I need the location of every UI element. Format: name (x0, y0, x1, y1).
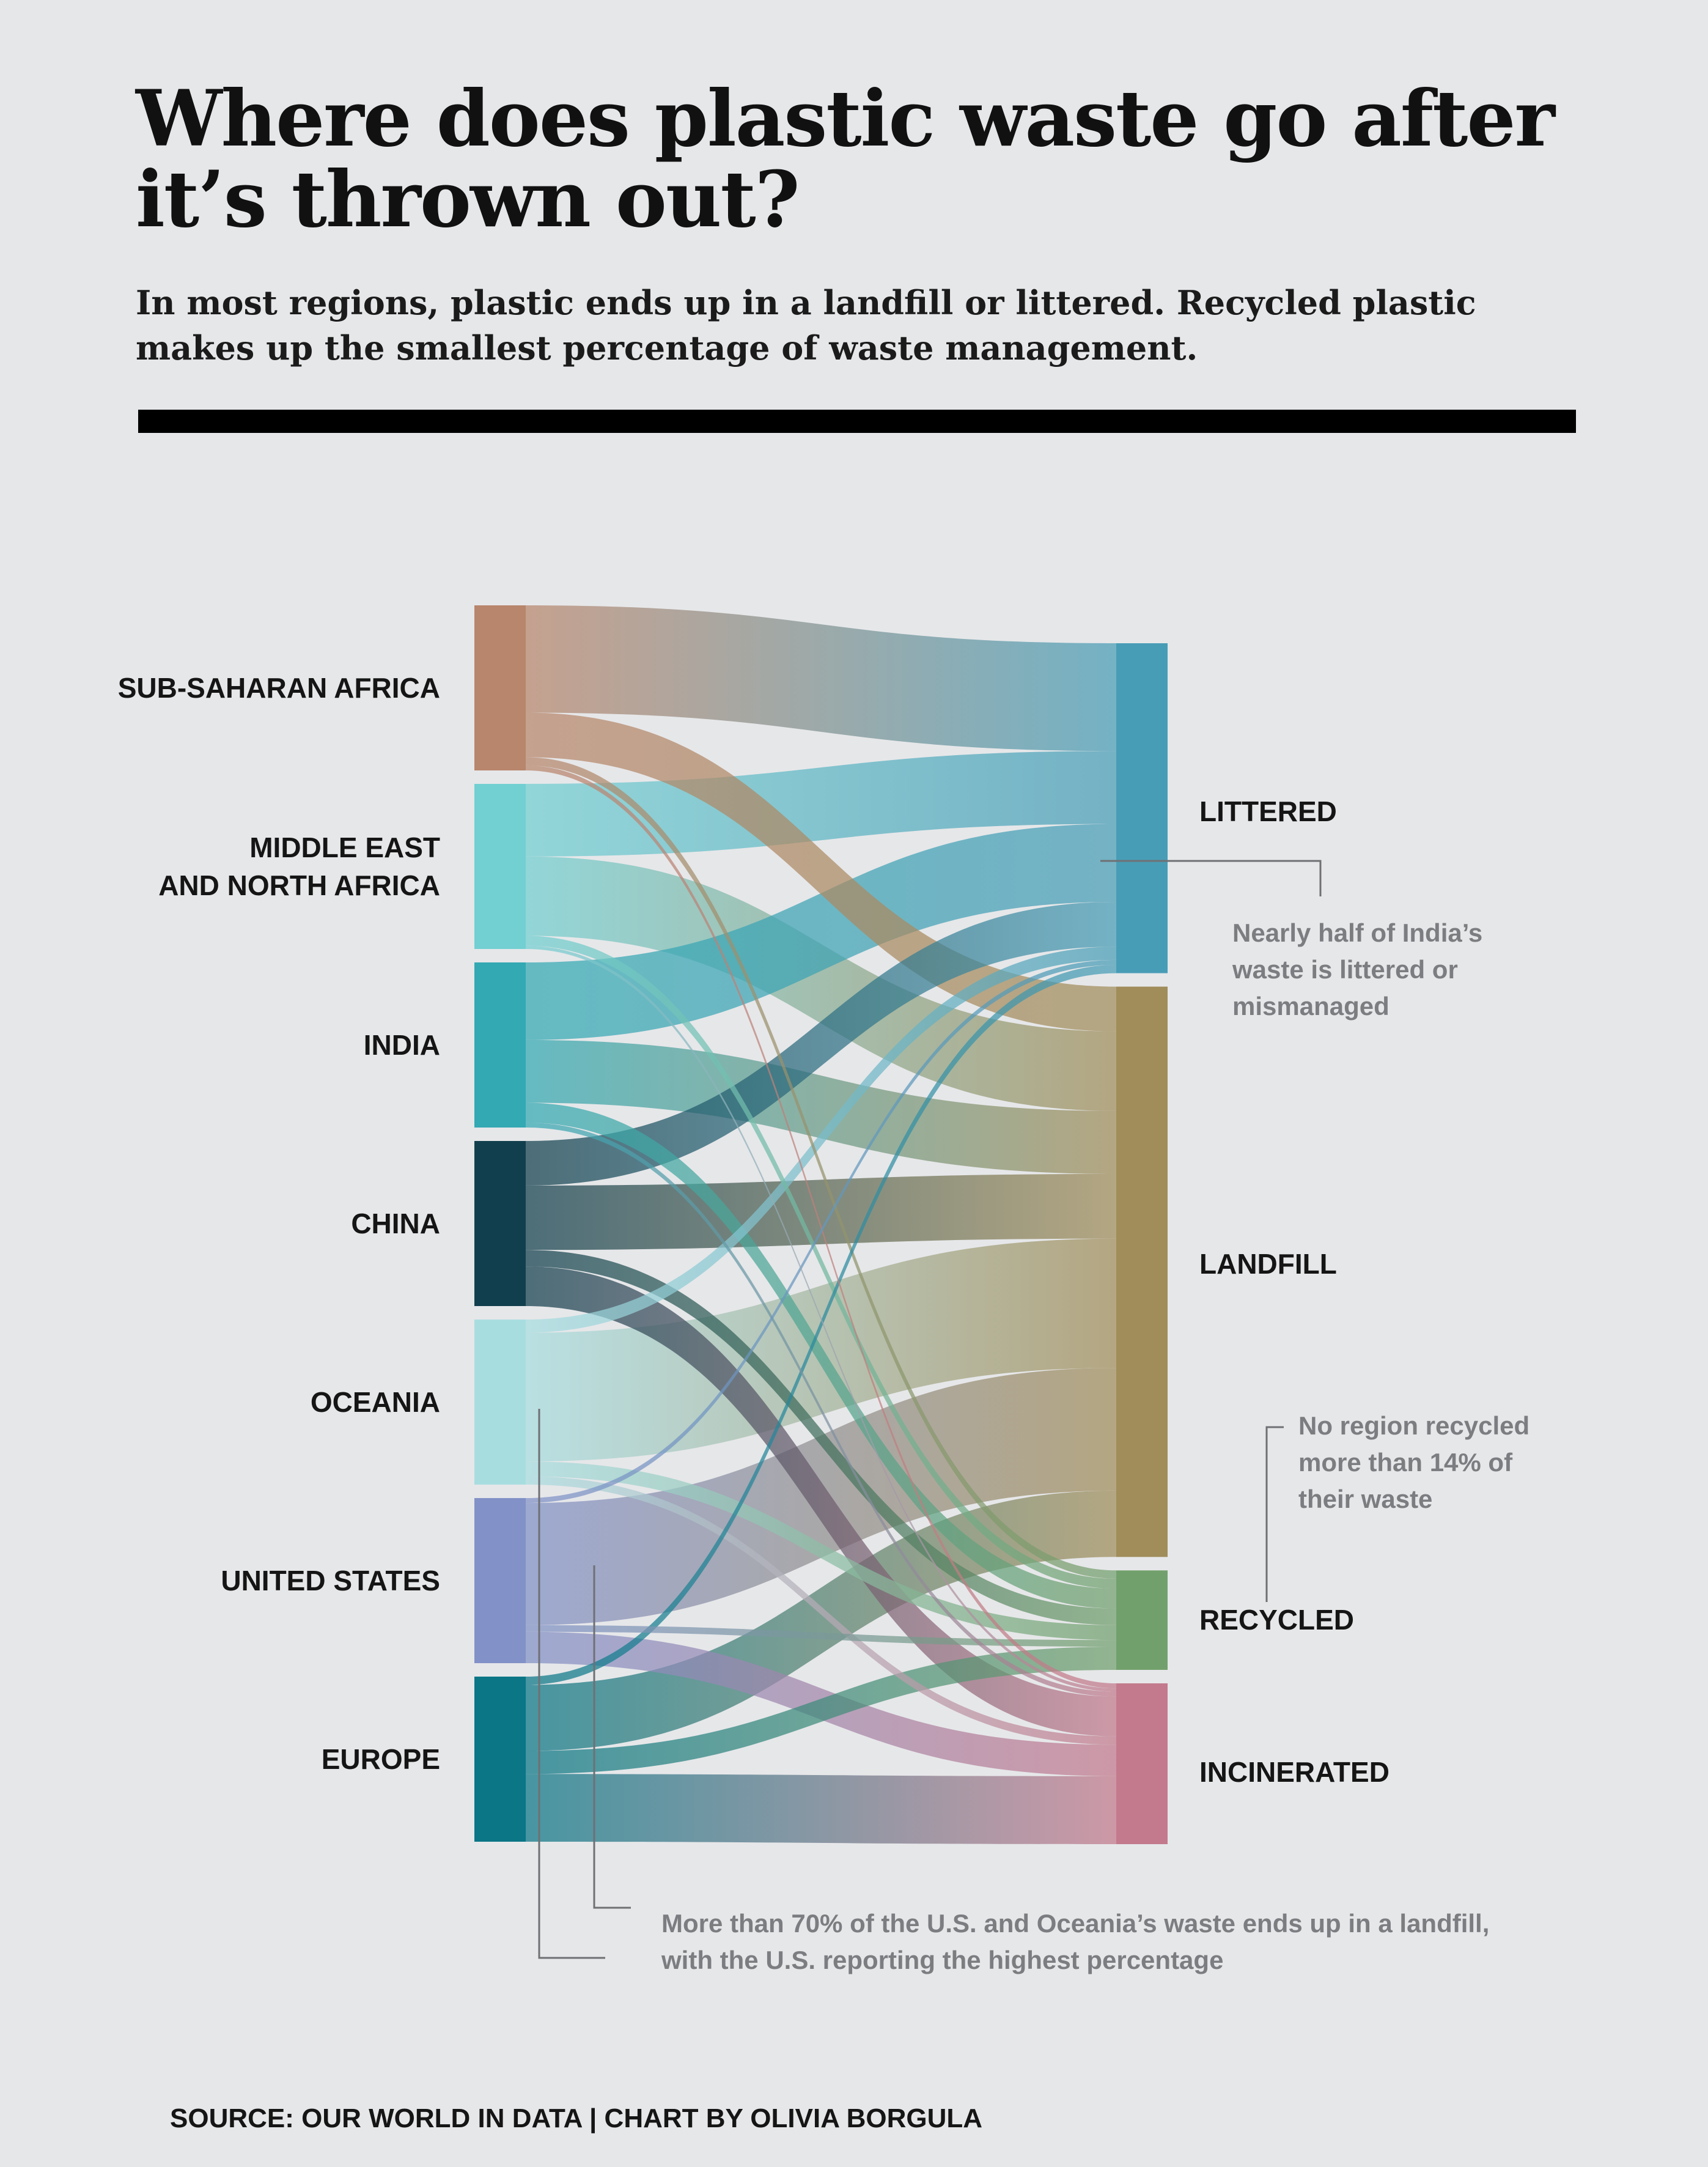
source-node-india (474, 962, 526, 1128)
source-node-europe (474, 1677, 526, 1842)
flow-india-to-recycled (526, 1102, 1116, 1609)
flow-oceania-to-incinerated (526, 1476, 1116, 1745)
flow-europe-to-incinerated (526, 1774, 1116, 1844)
annotation-recycled-leader (1265, 1426, 1284, 1602)
flow-india-to-incinerated (526, 1122, 1116, 1697)
flow-europe-to-littered (526, 965, 1116, 1685)
source-label-europe: EUROPE (322, 1743, 440, 1775)
flow-middle-east-and-north-africa-to-littered (526, 751, 1116, 857)
source-node-united-states (474, 1498, 526, 1663)
header-divider (138, 410, 1576, 433)
target-node-recycled (1116, 1570, 1168, 1670)
target-node-landfill (1116, 986, 1168, 1557)
flow-middle-east-and-north-africa-to-recycled (526, 936, 1116, 1589)
source-node-sub-saharan-africa (474, 605, 526, 770)
target-label-incinerated: INCINERATED (1199, 1756, 1390, 1788)
annotation-landfill-text: More than 70% of the U.S. and Oceania’s … (661, 1909, 1489, 1938)
flow-oceania-to-recycled (526, 1461, 1116, 1641)
target-label-landfill: LANDFILL (1199, 1248, 1337, 1280)
target-node-littered (1116, 643, 1168, 973)
flow-india-to-landfill (526, 1039, 1116, 1174)
flow-china-to-incinerated (526, 1266, 1116, 1737)
source-credit: SOURCE: OUR WORLD IN DATA | CHART BY OLI… (170, 2103, 983, 2133)
target-label-littered: LITTERED (1199, 796, 1337, 827)
source-node-middle-east-and-north-africa (474, 784, 526, 949)
flow-middle-east-and-north-africa-to-incinerated (526, 945, 1116, 1692)
chart-title: Where does plastic waste go after it’s t… (136, 73, 1555, 245)
source-node-oceania (474, 1320, 526, 1485)
annotation-india-leader (1100, 860, 1322, 896)
source-label-united-states: UNITED STATES (221, 1565, 440, 1597)
annotation-recycled-text: more than 14% of (1298, 1448, 1513, 1477)
flow-china-to-littered (526, 901, 1116, 1186)
chart-subtitle: In most regions, plastic ends up in a la… (136, 283, 1476, 367)
flow-china-to-recycled (526, 1250, 1116, 1625)
flow-india-to-littered (526, 824, 1116, 1040)
flow-sub-saharan-africa-to-littered (526, 605, 1116, 751)
flow-china-to-landfill (526, 1173, 1116, 1250)
annotation-recycled-text: their waste (1298, 1485, 1432, 1513)
annotation-us-leader (593, 1565, 631, 1909)
flow-sub-saharan-africa-to-recycled (526, 757, 1116, 1579)
flow-united-states-to-littered (526, 959, 1116, 1504)
flow-sub-saharan-africa-to-incinerated (526, 765, 1116, 1689)
flow-sub-saharan-africa-to-landfill (526, 712, 1116, 1032)
source-label-sub-saharan-africa: SUB-SAHARAN AFRICA (118, 672, 440, 704)
source-label-middle-east-and-north-africa: AND NORTH AFRICA (158, 869, 440, 901)
source-label-china: CHINA (351, 1208, 440, 1239)
source-label-oceania: OCEANIA (311, 1386, 440, 1418)
annotation-india-text: mismanaged (1232, 992, 1390, 1021)
source-label-india: INDIA (364, 1029, 440, 1061)
target-label-recycled: RECYCLED (1199, 1604, 1354, 1636)
flow-oceania-to-littered (526, 947, 1116, 1333)
annotation-oceania-leader (538, 1409, 605, 1959)
annotation-india-text: waste is littered or (1232, 955, 1458, 984)
annotation-recycled-text: No region recycled (1298, 1411, 1529, 1440)
source-node-china (474, 1141, 526, 1306)
source-label-middle-east-and-north-africa: MIDDLE EAST (249, 832, 440, 863)
target-node-incinerated (1116, 1683, 1168, 1844)
flow-united-states-to-recycled (526, 1625, 1116, 1647)
annotation-india-text: Nearly half of India’s (1232, 918, 1482, 947)
annotation-landfill-text: with the U.S. reporting the highest perc… (661, 1946, 1223, 1974)
flow-europe-to-recycled (526, 1647, 1116, 1774)
